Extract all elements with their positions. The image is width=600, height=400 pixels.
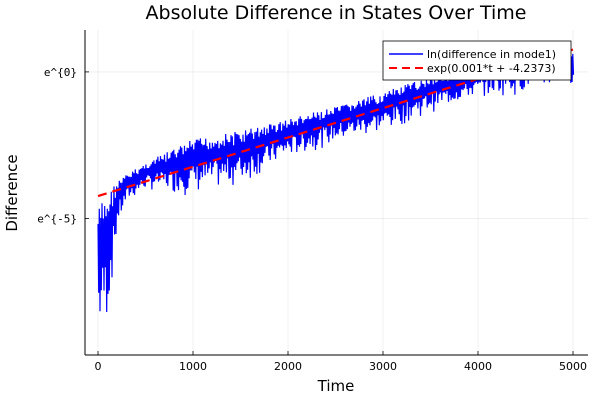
x-tick-label: 4000 (464, 360, 492, 373)
y-tick-label: e^{0} (44, 66, 77, 79)
series-line-exp-fit (97, 48, 574, 198)
legend-label-series-1: ln(difference in mode1) (427, 48, 556, 61)
plot-area (97, 42, 575, 313)
legend-box (382, 40, 572, 81)
x-tick-label: 1000 (179, 360, 207, 373)
y-axis-label: Difference (3, 154, 21, 231)
x-tick-label: 2000 (274, 360, 302, 373)
legend: ln(difference in mode1) exp(0.001*t + -4… (382, 40, 572, 81)
x-axis-label: Time (317, 377, 355, 395)
chart-title: Absolute Difference in States Over Time (146, 2, 527, 24)
grid (85, 30, 588, 355)
x-tick-label: 3000 (369, 360, 397, 373)
legend-label-series-2: exp(0.001*t + -4.2373) (427, 62, 556, 75)
series-line-ln-difference (97, 42, 575, 313)
x-tick-label: 5000 (559, 360, 587, 373)
y-tick-label: e^{-5} (37, 212, 77, 225)
x-tick-label: 0 (95, 360, 102, 373)
ticks: 0 1000 2000 3000 4000 5000 e^{0} e^{-5} (37, 66, 587, 373)
